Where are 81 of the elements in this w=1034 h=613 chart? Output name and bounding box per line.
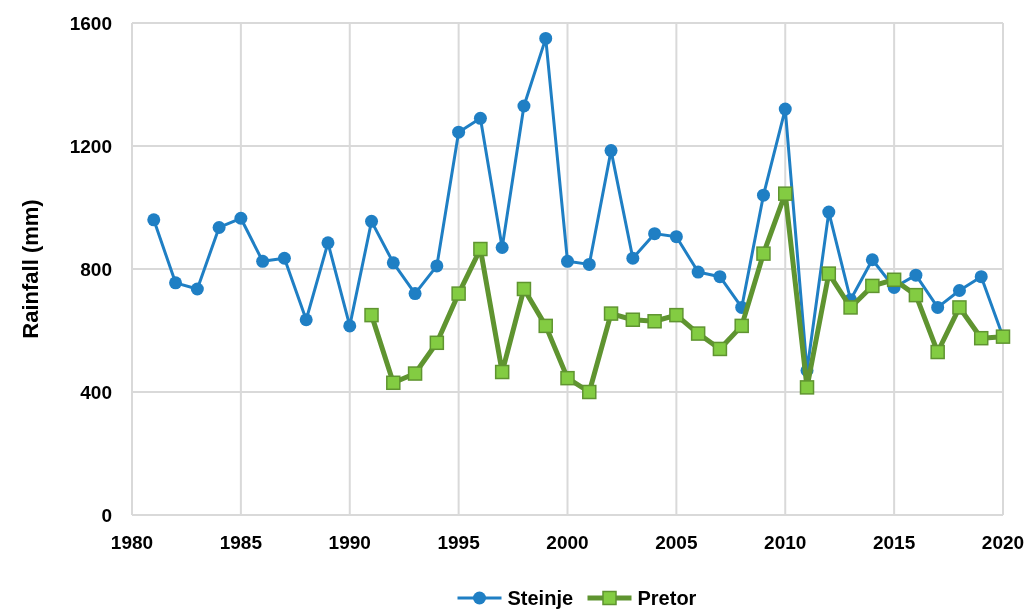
- y-axis-title: Rainfall (mm): [18, 199, 43, 339]
- point: [604, 144, 618, 158]
- point: [516, 281, 532, 297]
- point: [756, 188, 770, 202]
- point: [451, 286, 466, 301]
- y-tick-label: 400: [80, 382, 112, 403]
- point: [669, 307, 684, 323]
- point: [452, 125, 466, 139]
- point: [909, 268, 923, 282]
- point: [234, 211, 248, 225]
- point: [386, 256, 400, 270]
- point: [408, 287, 422, 301]
- point: [343, 319, 357, 333]
- legend-label: Pretor: [637, 587, 697, 609]
- point: [190, 282, 204, 296]
- point: [799, 380, 815, 395]
- point: [386, 375, 401, 391]
- point: [647, 314, 662, 329]
- point: [147, 213, 161, 227]
- point: [321, 236, 335, 250]
- x-tick-label: 1985: [219, 532, 263, 553]
- y-tick-label: 1200: [69, 136, 112, 157]
- x-tick-label: 2005: [655, 532, 698, 553]
- y-tick-label: 800: [80, 259, 112, 280]
- point: [582, 384, 597, 400]
- point: [495, 240, 509, 254]
- point: [625, 312, 641, 327]
- point: [494, 364, 510, 380]
- y-tick-label: 0: [101, 505, 112, 526]
- point: [865, 253, 879, 267]
- point: [843, 300, 858, 315]
- point: [212, 220, 226, 234]
- point: [561, 254, 574, 268]
- point: [952, 284, 966, 298]
- point: [931, 300, 945, 314]
- point: [734, 318, 749, 334]
- point: [952, 300, 967, 315]
- x-tick-label: 1990: [328, 532, 371, 553]
- x-tick-label: 2000: [546, 532, 589, 553]
- point: [865, 278, 880, 294]
- point: [691, 265, 705, 279]
- point: [626, 251, 640, 265]
- point: [539, 31, 553, 45]
- point: [908, 287, 924, 303]
- point: [690, 326, 706, 341]
- point: [821, 266, 837, 281]
- point: [669, 230, 683, 244]
- y-tick-label: 1600: [69, 13, 112, 34]
- point: [973, 330, 989, 346]
- point: [582, 257, 596, 271]
- point: [713, 270, 727, 284]
- point: [930, 344, 945, 360]
- point: [299, 313, 313, 327]
- point: [430, 259, 444, 273]
- point: [517, 99, 531, 113]
- point: [603, 306, 619, 321]
- point: [560, 370, 575, 386]
- point: [429, 335, 445, 351]
- point: [407, 366, 423, 381]
- point: [169, 276, 183, 290]
- point: [974, 270, 988, 284]
- x-tick-label: 1995: [437, 532, 481, 553]
- point: [364, 307, 379, 323]
- x-tick-label: 2010: [764, 532, 807, 553]
- point: [473, 241, 488, 257]
- point: [648, 227, 662, 241]
- legend-label: Steinje: [507, 587, 574, 609]
- x-tick-label: 1980: [110, 532, 154, 553]
- point: [538, 318, 553, 334]
- x-tick-label: 2015: [872, 532, 916, 553]
- point: [712, 341, 728, 357]
- point: [756, 246, 771, 261]
- point: [256, 254, 270, 268]
- x-tick-label: 2020: [981, 532, 1025, 553]
- point: [886, 272, 902, 288]
- point: [822, 205, 836, 219]
- point: [473, 111, 487, 125]
- point: [277, 251, 291, 265]
- point: [778, 186, 793, 201]
- point: [778, 102, 792, 116]
- point: [365, 214, 379, 228]
